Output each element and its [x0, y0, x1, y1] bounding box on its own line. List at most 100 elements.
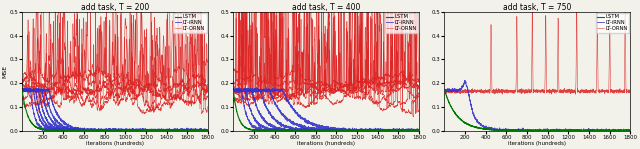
- Y-axis label: MSE: MSE: [3, 65, 8, 78]
- LSTM: [254, 130, 262, 132]
- LSTM: [19, 90, 26, 92]
- Line: LT-iRNN: LT-iRNN: [22, 88, 208, 131]
- LT-iRNN: [95, 129, 103, 131]
- LSTM: [52, 130, 60, 132]
- Line: LSTM: LSTM: [22, 91, 208, 131]
- LT-iRNN: [461, 80, 468, 81]
- LSTM: [451, 112, 459, 114]
- LT-iRNN: [441, 90, 449, 91]
- LSTM: [88, 129, 95, 131]
- LT-ORNN: [94, 89, 102, 91]
- LT-iRNN: [481, 127, 488, 129]
- LT-ORNN: [510, 89, 518, 91]
- LT-ORNN: [307, 80, 314, 81]
- LT-iRNN: [88, 130, 95, 132]
- LSTM: [568, 129, 575, 131]
- LSTM: [204, 130, 212, 131]
- LSTM: [516, 129, 524, 131]
- Line: LT-iRNN: LT-iRNN: [445, 80, 630, 131]
- LT-ORNN: [378, 110, 386, 112]
- LT-ORNN: [242, 11, 250, 13]
- LSTM: [305, 129, 313, 131]
- LT-ORNN: [517, 89, 525, 91]
- LSTM: [518, 129, 525, 131]
- LSTM: [481, 128, 488, 130]
- LT-ORNN: [572, 93, 579, 95]
- LT-ORNN: [415, 96, 423, 98]
- LT-iRNN: [491, 130, 499, 132]
- LT-iRNN: [511, 130, 518, 132]
- LSTM: [145, 130, 153, 132]
- LT-ORNN: [568, 90, 575, 92]
- Legend: LSTM, LT-iRNN, LT-ORNN: LSTM, LT-iRNN, LT-ORNN: [173, 13, 207, 33]
- LT-iRNN: [451, 90, 459, 92]
- X-axis label: iterations (hundreds): iterations (hundreds): [297, 141, 355, 146]
- LSTM: [356, 129, 364, 131]
- LT-ORNN: [88, 90, 95, 92]
- Line: LT-ORNN: LT-ORNN: [22, 12, 208, 109]
- X-axis label: iterations (hundreds): iterations (hundreds): [508, 141, 566, 146]
- Line: LT-ORNN: LT-ORNN: [234, 12, 419, 111]
- Title: add task, T = 750: add task, T = 750: [503, 3, 572, 12]
- LT-iRNN: [94, 129, 102, 131]
- LT-iRNN: [415, 129, 423, 131]
- LT-ORNN: [529, 11, 536, 13]
- Line: LT-iRNN: LT-iRNN: [234, 89, 419, 131]
- Line: LT-ORNN: LT-ORNN: [445, 12, 630, 94]
- LSTM: [506, 130, 514, 132]
- LT-iRNN: [145, 129, 153, 131]
- LT-iRNN: [58, 130, 66, 132]
- LT-iRNN: [269, 129, 277, 131]
- LSTM: [441, 89, 449, 91]
- LT-ORNN: [19, 84, 26, 86]
- Legend: LSTM, LT-iRNN, LT-ORNN: LSTM, LT-iRNN, LT-ORNN: [596, 13, 629, 33]
- LSTM: [299, 130, 307, 131]
- LT-ORNN: [627, 90, 634, 91]
- LT-ORNN: [441, 89, 449, 91]
- LT-ORNN: [147, 108, 154, 110]
- LT-iRNN: [356, 130, 364, 132]
- LT-ORNN: [451, 90, 459, 91]
- LT-iRNN: [29, 108, 36, 110]
- LT-ORNN: [299, 62, 307, 64]
- Line: LSTM: LSTM: [234, 91, 419, 131]
- LSTM: [627, 129, 634, 131]
- LT-iRNN: [516, 130, 524, 132]
- LSTM: [95, 130, 103, 132]
- Legend: LSTM, LT-iRNN, LT-ORNN: LSTM, LT-iRNN, LT-ORNN: [385, 13, 418, 33]
- Line: LSTM: LSTM: [445, 90, 630, 131]
- LT-ORNN: [269, 50, 277, 51]
- LT-ORNN: [95, 91, 102, 92]
- LSTM: [58, 129, 66, 131]
- LT-ORNN: [516, 90, 524, 92]
- LT-iRNN: [25, 87, 33, 89]
- LT-ORNN: [145, 107, 153, 109]
- LSTM: [230, 90, 237, 92]
- LT-iRNN: [204, 129, 212, 131]
- LSTM: [510, 129, 518, 131]
- LT-ORNN: [356, 96, 364, 98]
- LT-iRNN: [627, 129, 634, 131]
- LT-ORNN: [230, 82, 237, 84]
- LT-iRNN: [230, 89, 237, 91]
- LT-iRNN: [307, 130, 314, 132]
- LT-ORNN: [481, 90, 488, 92]
- LSTM: [240, 125, 248, 127]
- LT-iRNN: [240, 106, 248, 107]
- LT-iRNN: [42, 130, 50, 132]
- LSTM: [29, 123, 36, 125]
- LSTM: [307, 129, 314, 131]
- X-axis label: iterations (hundreds): iterations (hundreds): [86, 141, 144, 146]
- LT-ORNN: [204, 86, 212, 88]
- LT-iRNN: [518, 130, 525, 132]
- LSTM: [269, 129, 277, 131]
- LT-iRNN: [256, 130, 264, 132]
- LT-iRNN: [230, 88, 237, 90]
- LT-ORNN: [305, 78, 313, 80]
- LT-ORNN: [29, 83, 36, 85]
- LT-ORNN: [58, 91, 66, 93]
- LT-ORNN: [133, 11, 141, 13]
- Title: add task, T = 200: add task, T = 200: [81, 3, 149, 12]
- Title: add task, T = 400: add task, T = 400: [292, 3, 360, 12]
- LT-iRNN: [305, 130, 313, 132]
